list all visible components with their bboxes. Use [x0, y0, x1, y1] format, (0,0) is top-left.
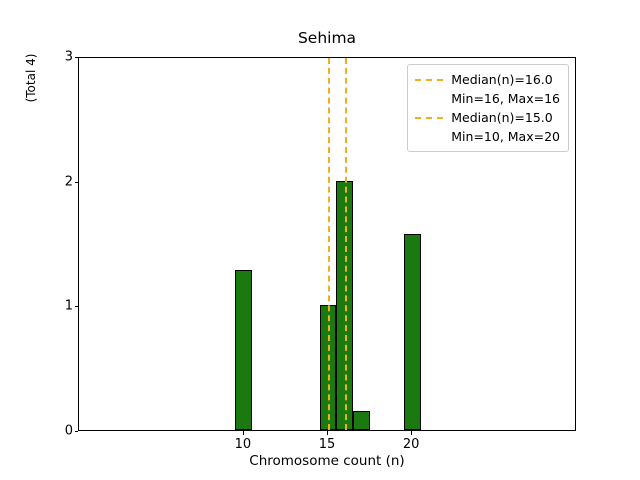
- x-tick-mark: [242, 431, 244, 435]
- dashed-line-icon: [414, 70, 444, 89]
- y-tick-mark: [74, 181, 78, 183]
- legend-sublabel: Min=10, Max=20: [451, 129, 560, 144]
- legend-label: Median(n)=15.0: [451, 110, 553, 125]
- x-tick-mark: [411, 431, 413, 435]
- y-tick-mark: [74, 431, 78, 432]
- legend-sublabel: Min=16, Max=16: [451, 91, 560, 106]
- chart-legend: Median(n)=16.0 Min=16, Max=16 Median(n)=…: [407, 64, 569, 152]
- chart-title: Sehima: [297, 29, 357, 47]
- x-tick-label: 20: [402, 437, 420, 452]
- x-axis-label: Chromosome count (n): [249, 453, 405, 469]
- x-tick-mark: [327, 431, 328, 435]
- y-tick-label: 3: [64, 49, 73, 65]
- x-tick-label: 15: [318, 437, 336, 452]
- legend-label: Median(n)=16.0: [451, 72, 553, 87]
- legend-item: Median(n)=16.0: [414, 70, 560, 89]
- dashed-line-icon: [414, 108, 444, 127]
- y-tick-mark: [74, 57, 78, 58]
- plot-area: Median(n)=16.0 Min=16, Max=16 Median(n)=…: [78, 57, 576, 431]
- bar: [403, 234, 421, 430]
- y-tick-label: 1: [64, 298, 73, 314]
- bar: [319, 305, 337, 430]
- bar: [235, 270, 253, 430]
- x-axis-ticks: 10 15 20: [78, 431, 576, 461]
- y-axis-label-secondary: (Total 4): [24, 53, 38, 103]
- y-tick-label: 0: [64, 423, 73, 439]
- legend-item: Median(n)=15.0: [414, 108, 560, 127]
- x-tick-label: 10: [234, 437, 252, 452]
- median-line: [328, 58, 330, 430]
- median-line: [344, 58, 347, 430]
- bar: [353, 411, 371, 430]
- legend-item-sub: Min=10, Max=20: [414, 127, 560, 146]
- y-tick-mark: [74, 306, 78, 308]
- y-tick-label: 2: [64, 174, 73, 190]
- legend-item-sub: Min=16, Max=16: [414, 89, 560, 108]
